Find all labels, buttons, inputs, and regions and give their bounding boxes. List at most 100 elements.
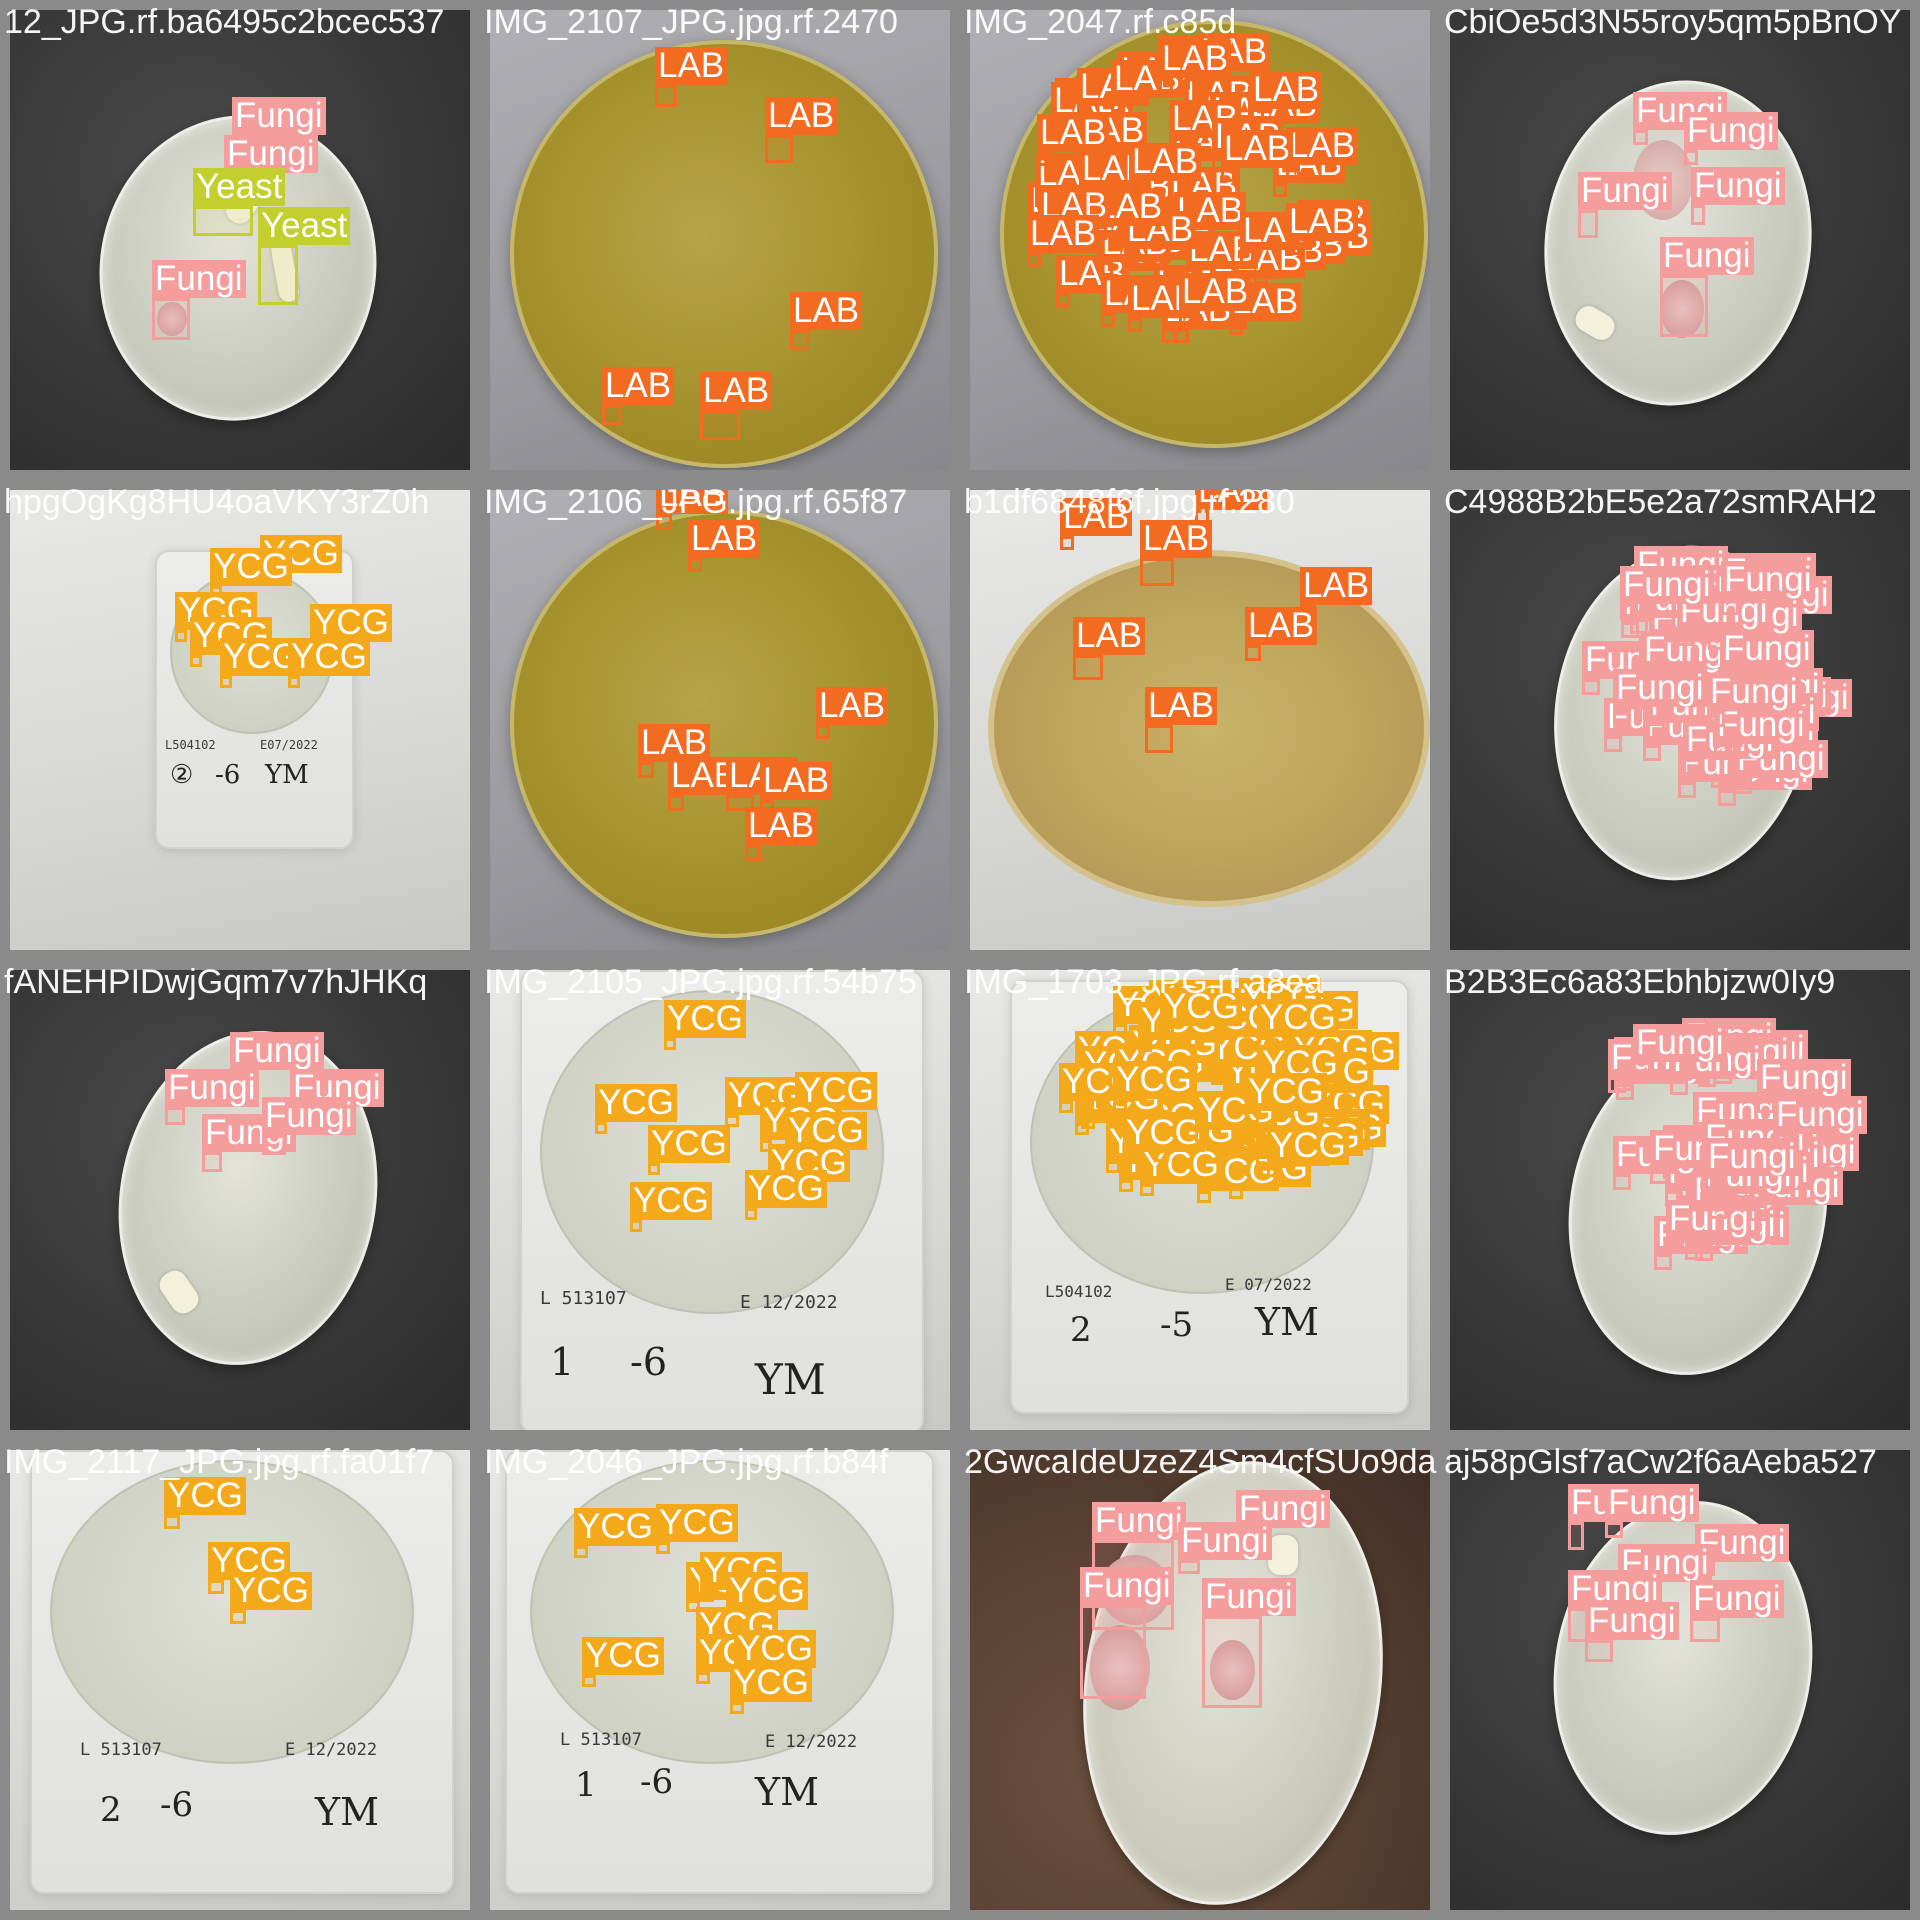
handwritten-plate-number: 1	[575, 1765, 597, 1805]
detection-label: Fungi	[152, 260, 246, 298]
detection-label: YCG	[230, 1572, 312, 1610]
detection: LAB	[1128, 280, 1201, 332]
detection: Fungi	[1707, 673, 1801, 727]
detection-label: LAB	[1286, 203, 1359, 241]
detection: Fungi	[1585, 1602, 1679, 1662]
detection: LAB	[1300, 567, 1373, 621]
detection: Fungi	[1620, 566, 1714, 620]
detection: LAB	[668, 757, 741, 811]
detection-label: LAB	[1286, 127, 1359, 165]
detection: LAB	[1124, 211, 1197, 263]
detection: LAB	[700, 372, 773, 440]
detection: YCG	[1160, 988, 1242, 1038]
detection-label: YCG	[574, 1508, 656, 1546]
detection: Fungi	[1666, 1200, 1760, 1254]
detection-label: YCG	[1113, 1061, 1195, 1099]
detection-label: YCG	[595, 1084, 677, 1122]
detection: Fungi	[1582, 641, 1676, 695]
handwritten-medium: YM	[315, 1790, 379, 1834]
tile-filename: aj58pGlsf7aCw2f6aAeba527	[1444, 1443, 1877, 1481]
detection: LAB	[1221, 130, 1294, 182]
detection-label: YCG	[210, 548, 292, 586]
detection-label: YCG	[1257, 999, 1339, 1037]
colony	[1268, 1535, 1298, 1575]
detection-label: YCG	[730, 1664, 812, 1702]
detection: Fungi	[1720, 630, 1814, 684]
tile-photo: Fungi Fungi Fungi Fungi Fungi	[1450, 10, 1910, 470]
handwritten-dilution: -6	[630, 1340, 668, 1384]
detection: Fungi	[1670, 1041, 1764, 1095]
detection-label: Fungi	[1613, 669, 1707, 707]
detection: LAB	[656, 490, 729, 530]
detection: LAB	[1286, 127, 1359, 179]
detection: Fungi	[1178, 1522, 1272, 1574]
detection-label: LAB	[1250, 71, 1323, 109]
detection: Fungi	[1202, 1578, 1296, 1708]
tile-photo: Fungi Fungi Yeast Yeast Fungi	[10, 10, 470, 470]
tile-12: L 513107 E 12/2022 2 -6 YM YCG YCG YCG I…	[0, 1440, 480, 1920]
detection-label: YCG	[1140, 1146, 1222, 1184]
tile-9: L 513107 E 12/2022 1 -6 YM YCG YCG YCG Y…	[480, 960, 960, 1440]
detection-label: Fungi	[1178, 1522, 1272, 1560]
detection-label: Fungi	[1202, 1578, 1296, 1616]
detection: LAB	[1250, 71, 1323, 123]
tile-photo: LAB LAB LAB LAB LAB LAB LAB	[970, 490, 1430, 950]
detection: LAB	[1145, 687, 1218, 753]
detection: YCG	[630, 1182, 712, 1232]
tile-photo: L504102 E 07/2022 2 -5 YM YCG YCG YCG YCG YC…	[970, 970, 1430, 1430]
detection: LAB	[816, 687, 889, 739]
detection: YCG	[574, 1508, 656, 1558]
detection: YCG	[164, 1477, 246, 1529]
detection: LAB	[1240, 212, 1313, 264]
detection-label: LAB	[1073, 617, 1146, 655]
detection: Fungi	[1643, 707, 1737, 761]
detection-label: LAB	[1221, 130, 1294, 168]
detection: Fungi	[202, 1114, 296, 1172]
detection-label: LAB	[1140, 520, 1213, 558]
detection: Fungi	[1684, 112, 1778, 165]
detection-label: Fungi	[1690, 1580, 1784, 1618]
detection-label: YCG	[734, 1630, 816, 1668]
tile-0: Fungi Fungi Yeast Yeast Fungi 12_JPG.rf.…	[0, 0, 480, 480]
detection-label: YCG	[664, 1000, 746, 1038]
detection-label: YCG	[1267, 1127, 1349, 1165]
detection-label: LAB	[765, 97, 838, 135]
detection: Fungi	[1647, 685, 1741, 739]
detection: Fungi	[1608, 1039, 1702, 1093]
detection-label: Fungi	[1684, 112, 1778, 150]
colony	[157, 302, 187, 336]
tile-photo: Fungi Fungi Fungi Fungi Fungi	[970, 1450, 1430, 1910]
detection: LAB	[688, 520, 761, 572]
detection-label: YCG	[768, 1144, 850, 1182]
tile-13: L 513107 E 12/2022 1 -6 YM YCG YCG YCG Y…	[480, 1440, 960, 1920]
detection: LAB	[1073, 617, 1146, 680]
detection: Fungi	[1660, 237, 1754, 337]
detection: Fungi	[1677, 592, 1771, 646]
detection: Yeast	[258, 207, 351, 305]
tile-photo: L504102 E07/2022 ② -6 YM YCG YCG YCG YCG…	[10, 490, 470, 950]
tile-filename: IMG_2105_JPG.jpg.rf.54b75	[484, 963, 917, 1001]
detection: Fungi	[1701, 1156, 1795, 1210]
detection: Fungi	[1650, 1130, 1744, 1184]
detection: YCG	[1195, 1092, 1277, 1142]
tile-filename: 2GwcaIdeUzeZ4Sm4cfSUo9da	[964, 1443, 1437, 1481]
tile-filename: CbiOe5d3N55roy5qm5pBnOY	[1444, 3, 1902, 41]
detection-label: Fungi	[1620, 566, 1714, 604]
detection: YCG	[664, 1000, 746, 1050]
detection: YCG	[1123, 1114, 1205, 1164]
detection: YCG	[648, 1125, 730, 1175]
detection-label: YCG	[648, 1125, 730, 1163]
detection-label: Fungi	[165, 1069, 259, 1107]
detection: YCG	[220, 638, 302, 688]
detection-label: LAB	[688, 520, 761, 558]
detection: YCG	[656, 1504, 738, 1554]
tile-15: Fungi Fungi Fungi Fungi Fungi Fungi Fung…	[1440, 1440, 1920, 1920]
detection: Fungi	[1568, 1484, 1662, 1550]
petrifilm-lot: L 513107	[560, 1730, 642, 1750]
detection-label: LAB	[700, 372, 773, 410]
detection-label: Fungi	[262, 1097, 356, 1135]
tile-photo: Fungi Fungi Fungi Fungi Fungi Fungi Fung…	[1450, 1450, 1910, 1910]
petri-dish	[988, 550, 1430, 907]
handwritten-dilution: -6	[215, 760, 241, 790]
